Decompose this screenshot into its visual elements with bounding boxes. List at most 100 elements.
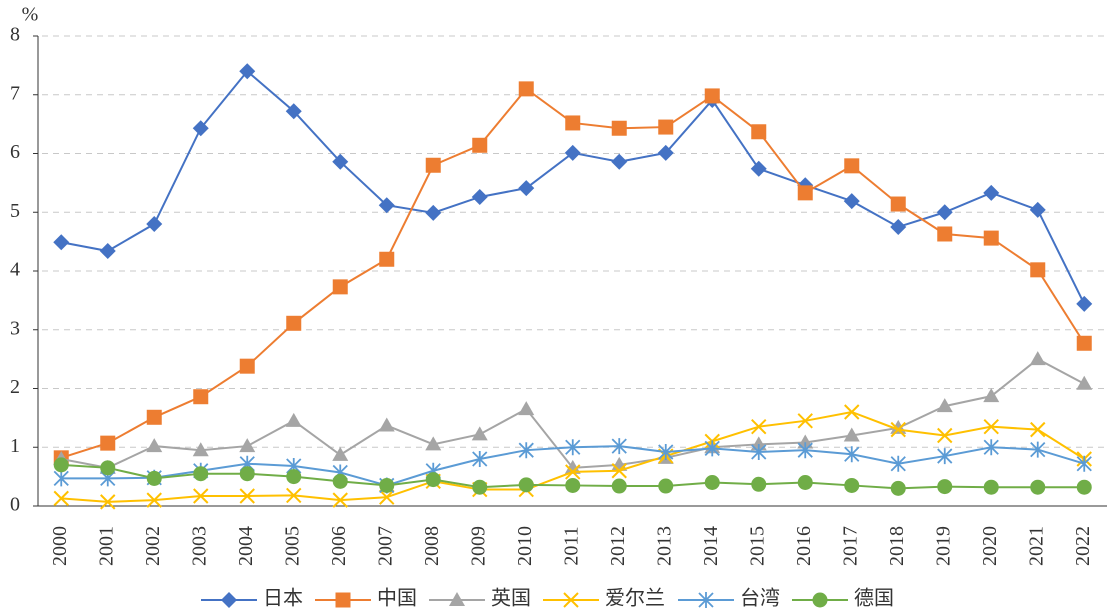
marker [937,448,953,465]
series [53,63,1093,312]
marker [890,455,906,472]
marker [193,488,209,504]
x-tick-label: 2014 [700,526,722,566]
marker [1076,455,1092,472]
x-tick-label: 2002 [142,526,164,566]
marker [797,413,813,429]
marker [983,479,999,495]
marker [565,464,581,480]
marker [239,358,255,374]
x-tick-label: 2018 [886,526,908,566]
line [60,87,1086,459]
marker [565,477,581,493]
x-tick-label: 2011 [560,526,582,565]
y-tick-label: 3 [10,317,20,339]
marker [797,185,813,201]
marker [751,443,767,460]
marker [797,475,813,490]
legend-marker [812,592,828,608]
marker [983,388,1000,403]
y-tick-label: 8 [10,24,20,46]
y-unit: % [22,4,39,26]
marker [518,442,534,459]
marker [100,494,116,510]
x-tick-label: 2010 [514,526,536,566]
marker [518,81,534,97]
marker [983,439,999,456]
marker [611,153,628,170]
marker [565,115,581,131]
x-tick-label: 2016 [793,526,815,566]
marker [704,88,720,104]
marker [565,439,581,456]
marker [379,477,395,493]
legend-label: 爱尔兰 [605,587,665,610]
marker [379,489,395,505]
marker [425,204,442,221]
x-tick-label: 2005 [281,526,303,566]
x-tick-label: 2006 [328,526,350,566]
marker [239,466,255,482]
marker [1076,375,1093,390]
marker [193,389,209,405]
marker [332,473,348,489]
x-tick-label: 2021 [1025,526,1047,566]
marker [843,193,860,210]
marker [936,204,953,221]
x-tick-label: 2004 [235,526,257,566]
y-tick-label: 1 [10,435,20,457]
y-tick-label: 7 [10,82,20,104]
marker [286,315,302,331]
legend-item: 爱尔兰 [543,587,665,610]
marker [100,460,116,476]
marker [890,421,906,438]
marker [844,404,860,420]
series [53,457,1092,496]
marker [844,446,860,463]
marker [937,226,953,242]
marker [425,436,442,451]
legend-label: 英国 [491,587,531,610]
line [61,69,1086,305]
x-tick-label: 2020 [979,526,1001,566]
x-tick-label: 2013 [653,526,675,566]
marker [193,466,209,482]
x-tick-label: 2017 [839,526,861,566]
marker [658,443,674,460]
marker [192,120,209,137]
series [53,404,1092,510]
marker [146,438,163,453]
marker [797,442,813,459]
marker [471,188,488,205]
legend-label: 德国 [854,587,894,610]
marker [1030,262,1046,278]
marker [1076,335,1092,351]
marker [750,160,767,177]
legend-label: 中国 [377,587,417,610]
marker [751,418,767,435]
marker [658,478,674,494]
legend-marker [698,592,714,608]
marker [332,279,348,295]
marker [99,243,116,260]
marker [1030,441,1046,458]
marker [890,218,907,235]
x-tick-label: 2012 [607,526,629,566]
marker [472,451,488,467]
marker [239,488,255,504]
marker [53,457,69,473]
legend-label: 日本 [263,587,303,610]
marker [239,63,256,80]
x-tick-label: 2003 [188,526,210,566]
marker [611,120,627,136]
marker [751,124,767,140]
legend-label: 台湾 [740,587,780,610]
marker [611,438,627,455]
marker [285,412,302,427]
x-tick-label: 2022 [1072,526,1094,566]
legend-item: 英国 [429,587,531,610]
marker [332,153,349,170]
marker [425,472,441,488]
marker [146,216,163,232]
marker [379,251,395,267]
